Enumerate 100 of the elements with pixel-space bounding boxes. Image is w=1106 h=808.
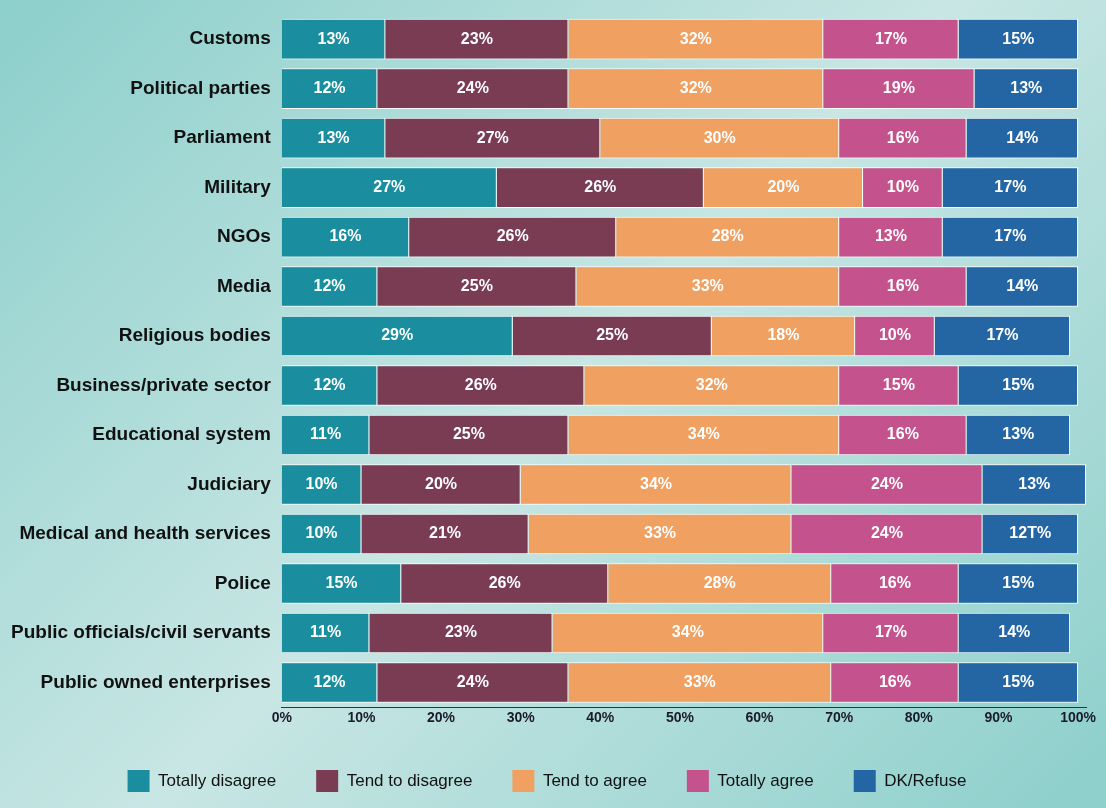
y-tick-label: Medical and health services: [19, 522, 271, 544]
data-label: 13%: [1010, 79, 1043, 97]
data-label: 13%: [1002, 425, 1035, 443]
data-label: 12T%: [1009, 524, 1052, 542]
y-tick-label: Business/private sector: [56, 373, 272, 395]
data-label: 21%: [428, 524, 462, 542]
data-label: 15%: [1002, 672, 1035, 690]
data-label: 10%: [305, 524, 338, 542]
data-label: 11%: [310, 623, 342, 641]
data-label: 34%: [687, 425, 720, 443]
data-label: 28%: [703, 573, 736, 591]
data-label: 29%: [381, 326, 414, 344]
data-label: 25%: [460, 276, 493, 294]
data-label: 13%: [874, 227, 907, 245]
y-tick-label: NGOs: [216, 225, 271, 247]
data-label: 17%: [874, 29, 907, 47]
data-label: 15%: [1002, 573, 1035, 591]
x-tick-label: 30%: [506, 709, 536, 726]
x-tick-label: 60%: [745, 709, 775, 726]
data-label: 18%: [767, 326, 800, 344]
x-tick-label: 20%: [427, 709, 456, 726]
y-tick-label: Religious bodies: [118, 324, 271, 346]
data-label: 23%: [460, 29, 493, 47]
data-label: 10%: [305, 474, 338, 492]
data-label: 10%: [886, 178, 919, 196]
data-label: 26%: [584, 178, 617, 196]
data-label: 25%: [596, 326, 629, 344]
data-label: 16%: [878, 573, 911, 591]
data-label: 16%: [878, 672, 911, 690]
data-label: 12%: [313, 375, 346, 393]
data-label: 33%: [691, 276, 724, 294]
legend-label: Tend to disagree: [346, 770, 473, 790]
x-tick-label: 70%: [825, 709, 854, 726]
data-label: 25%: [452, 425, 485, 443]
data-label: 20%: [767, 178, 800, 196]
x-tick-label: 50%: [665, 709, 695, 726]
data-label: 15%: [1002, 29, 1035, 47]
data-label: 33%: [683, 672, 716, 690]
data-label: 14%: [998, 623, 1031, 641]
data-label: 24%: [456, 672, 489, 690]
x-tick-label: 100%: [1060, 709, 1097, 726]
legend-label: DK/Refuse: [884, 770, 967, 790]
data-label: 24%: [870, 524, 903, 542]
y-tick-label: Police: [214, 571, 271, 593]
y-tick-label: Public officials/civil servants: [10, 621, 271, 643]
data-label: 17%: [874, 623, 907, 641]
data-label: 27%: [476, 128, 509, 146]
data-label: 24%: [870, 474, 903, 492]
data-label: 17%: [986, 326, 1019, 344]
y-tick-label: Public owned enterprises: [40, 670, 271, 692]
data-label: 12%: [313, 672, 346, 690]
data-label: 23%: [444, 623, 477, 641]
data-label: 28%: [711, 227, 744, 245]
x-tick-label: 40%: [586, 709, 615, 726]
data-label: 16%: [886, 128, 919, 146]
y-tick-label: Educational system: [92, 423, 271, 445]
data-label: 13%: [317, 29, 350, 47]
y-tick-label: Customs: [189, 27, 271, 49]
data-label: 14%: [1006, 128, 1039, 146]
data-label: 13%: [317, 128, 350, 146]
data-label: 10%: [878, 326, 911, 344]
data-label: 26%: [496, 227, 529, 245]
legend-label: Totally agree: [717, 770, 814, 790]
y-tick-label: Military: [204, 175, 272, 197]
x-tick-label: 0%: [271, 709, 293, 726]
data-label: 24%: [456, 79, 489, 97]
y-tick-label: Judiciary: [187, 472, 272, 494]
legend-label: Totally disagree: [158, 770, 277, 790]
data-label: 19%: [882, 79, 915, 97]
data-label: 33%: [643, 524, 677, 542]
data-label: 14%: [1006, 276, 1039, 294]
data-label: 12%: [313, 79, 346, 97]
data-label: 34%: [640, 474, 673, 492]
data-label: 11%: [310, 425, 342, 443]
y-tick-label: Political parties: [130, 76, 271, 98]
data-label: 26%: [488, 573, 521, 591]
data-label: 16%: [886, 425, 919, 443]
data-label: 17%: [994, 227, 1027, 245]
data-label: 17%: [994, 178, 1027, 196]
data-label: 15%: [882, 375, 915, 393]
data-label: 12%: [313, 276, 346, 294]
x-tick-label: 80%: [904, 709, 934, 726]
y-tick-label: Media: [216, 274, 272, 296]
legend-label: Tend to agree: [542, 770, 647, 790]
data-label: 20%: [425, 474, 458, 492]
data-label: 16%: [886, 276, 919, 294]
data-label: 32%: [679, 29, 712, 47]
data-label: 27%: [373, 178, 406, 196]
y-tick-label: Parliament: [173, 126, 272, 148]
data-label: 15%: [1002, 375, 1035, 393]
x-tick-label: 90%: [984, 709, 1013, 726]
data-label: 26%: [464, 375, 497, 393]
data-label: 15%: [325, 573, 358, 591]
data-label: 30%: [703, 128, 736, 146]
data-label: 16%: [329, 227, 362, 245]
data-label: 32%: [679, 79, 712, 97]
data-label: 32%: [695, 375, 728, 393]
data-label: 13%: [1018, 474, 1051, 492]
x-tick-label: 10%: [347, 709, 376, 726]
data-label: 34%: [671, 623, 704, 641]
